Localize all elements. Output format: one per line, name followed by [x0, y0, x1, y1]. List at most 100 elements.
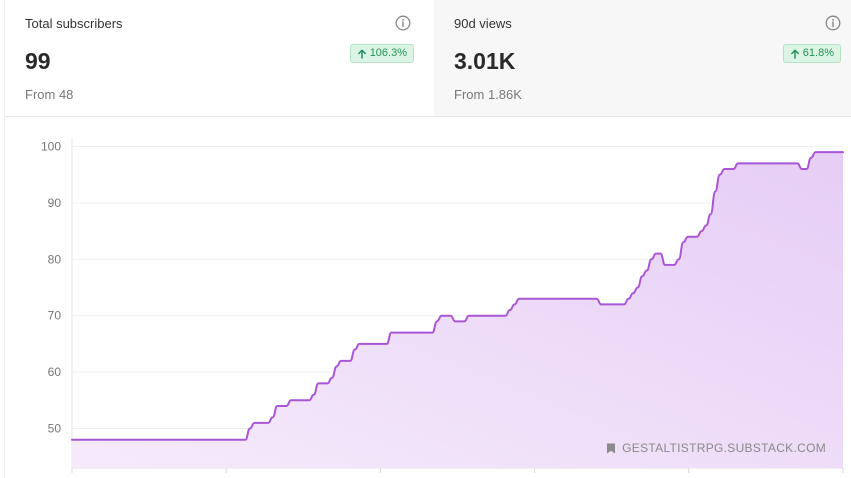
data-point[interactable]: [663, 263, 667, 267]
data-point[interactable]: [294, 398, 298, 402]
data-point[interactable]: [659, 252, 663, 256]
data-point[interactable]: [617, 302, 621, 306]
data-point[interactable]: [111, 438, 115, 442]
data-point[interactable]: [435, 319, 439, 323]
data-point[interactable]: [554, 297, 558, 301]
data-point[interactable]: [179, 438, 183, 442]
subscribers-chart[interactable]: 50 60 70 80 90 100 GESTALTISTRPG.SUBSTACK.COM: [4, 118, 851, 478]
data-point[interactable]: [284, 404, 288, 408]
info-icon[interactable]: [395, 15, 411, 31]
data-point[interactable]: [362, 342, 366, 346]
data-point[interactable]: [768, 161, 772, 165]
data-point[interactable]: [645, 269, 649, 273]
total-subscribers-card[interactable]: Total subscribers 99 106.3% From 48: [4, 0, 434, 116]
data-point[interactable]: [544, 297, 548, 301]
data-point[interactable]: [79, 438, 83, 442]
data-point[interactable]: [449, 314, 453, 318]
data-point[interactable]: [695, 235, 699, 239]
data-point[interactable]: [248, 427, 252, 431]
data-point[interactable]: [462, 319, 466, 323]
data-point[interactable]: [690, 235, 694, 239]
data-point[interactable]: [170, 438, 174, 442]
data-point[interactable]: [499, 314, 503, 318]
data-point[interactable]: [175, 438, 179, 442]
data-point[interactable]: [485, 314, 489, 318]
data-point[interactable]: [467, 314, 471, 318]
data-point[interactable]: [727, 167, 731, 171]
data-point[interactable]: [376, 342, 380, 346]
data-point[interactable]: [321, 381, 325, 385]
data-point[interactable]: [138, 438, 142, 442]
data-point[interactable]: [257, 421, 261, 425]
data-point[interactable]: [809, 156, 813, 160]
data-point[interactable]: [795, 161, 799, 165]
data-point[interactable]: [640, 274, 644, 278]
data-point[interactable]: [207, 438, 211, 442]
data-point[interactable]: [189, 438, 193, 442]
data-point[interactable]: [622, 302, 626, 306]
data-point[interactable]: [312, 393, 316, 397]
data-point[interactable]: [636, 285, 640, 289]
data-point[interactable]: [572, 297, 576, 301]
data-point[interactable]: [412, 331, 416, 335]
series-line[interactable]: [71, 151, 844, 441]
data-point[interactable]: [143, 438, 147, 442]
data-point[interactable]: [827, 150, 831, 154]
data-point[interactable]: [517, 297, 521, 301]
data-point[interactable]: [453, 319, 457, 323]
data-point[interactable]: [686, 235, 690, 239]
data-point[interactable]: [225, 438, 229, 442]
data-point[interactable]: [494, 314, 498, 318]
data-point[interactable]: [262, 421, 266, 425]
data-point[interactable]: [608, 302, 612, 306]
data-point[interactable]: [736, 161, 740, 165]
data-point[interactable]: [88, 438, 92, 442]
data-point[interactable]: [754, 161, 758, 165]
data-point[interactable]: [193, 438, 197, 442]
data-point[interactable]: [275, 404, 279, 408]
data-point[interactable]: [782, 161, 786, 165]
data-point[interactable]: [125, 438, 129, 442]
data-point[interactable]: [709, 212, 713, 216]
data-point[interactable]: [385, 342, 389, 346]
data-point[interactable]: [198, 438, 202, 442]
data-point[interactable]: [649, 257, 653, 261]
data-point[interactable]: [513, 302, 517, 306]
data-point[interactable]: [389, 331, 393, 335]
data-point[interactable]: [266, 421, 270, 425]
data-point[interactable]: [398, 331, 402, 335]
data-point[interactable]: [234, 438, 238, 442]
data-point[interactable]: [613, 302, 617, 306]
data-point[interactable]: [426, 331, 430, 335]
data-point[interactable]: [832, 150, 836, 154]
data-point[interactable]: [84, 438, 88, 442]
data-point[interactable]: [116, 438, 120, 442]
data-point[interactable]: [430, 331, 434, 335]
data-point[interactable]: [106, 438, 110, 442]
data-point[interactable]: [339, 359, 343, 363]
data-point[interactable]: [221, 438, 225, 442]
data-point[interactable]: [823, 150, 827, 154]
data-point[interactable]: [75, 438, 79, 442]
data-point[interactable]: [271, 415, 275, 419]
data-point[interactable]: [631, 291, 635, 295]
data-point[interactable]: [97, 438, 101, 442]
data-point[interactable]: [668, 263, 672, 267]
data-point[interactable]: [161, 438, 165, 442]
data-point[interactable]: [558, 297, 562, 301]
data-point[interactable]: [325, 381, 329, 385]
data-point[interactable]: [700, 229, 704, 233]
data-point[interactable]: [481, 314, 485, 318]
data-point[interactable]: [540, 297, 544, 301]
data-point[interactable]: [307, 398, 311, 402]
data-point[interactable]: [490, 314, 494, 318]
data-point[interactable]: [531, 297, 535, 301]
data-point[interactable]: [357, 342, 361, 346]
data-point[interactable]: [535, 297, 539, 301]
data-point[interactable]: [741, 161, 745, 165]
data-point[interactable]: [786, 161, 790, 165]
data-point[interactable]: [777, 161, 781, 165]
data-point[interactable]: [836, 150, 840, 154]
data-point[interactable]: [508, 308, 512, 312]
data-point[interactable]: [348, 359, 352, 363]
